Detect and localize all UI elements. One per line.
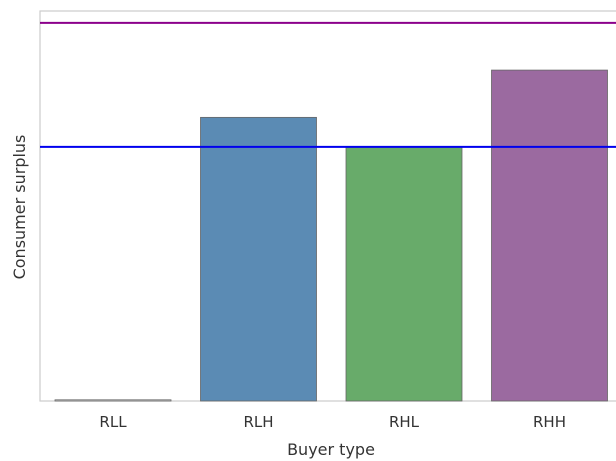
x-tick-label-rhl: RHL (389, 413, 420, 431)
x-tick-labels: RLL RLH RHL RHH (99, 413, 566, 431)
x-axis-label: Buyer type (287, 440, 375, 459)
bar-rhh (491, 69, 608, 402)
y-axis-label: Consumer surplus (10, 135, 29, 280)
bar-rlh (200, 116, 317, 402)
bar-rhl (345, 146, 463, 402)
reference-lines-layer (40, 21, 616, 148)
x-tick-label-rhh: RHH (533, 413, 566, 431)
bar-rll (54, 399, 172, 402)
x-tick-label-rlh: RLH (243, 413, 273, 431)
x-tick-label-rll: RLL (99, 413, 127, 431)
bars-layer (54, 69, 608, 402)
